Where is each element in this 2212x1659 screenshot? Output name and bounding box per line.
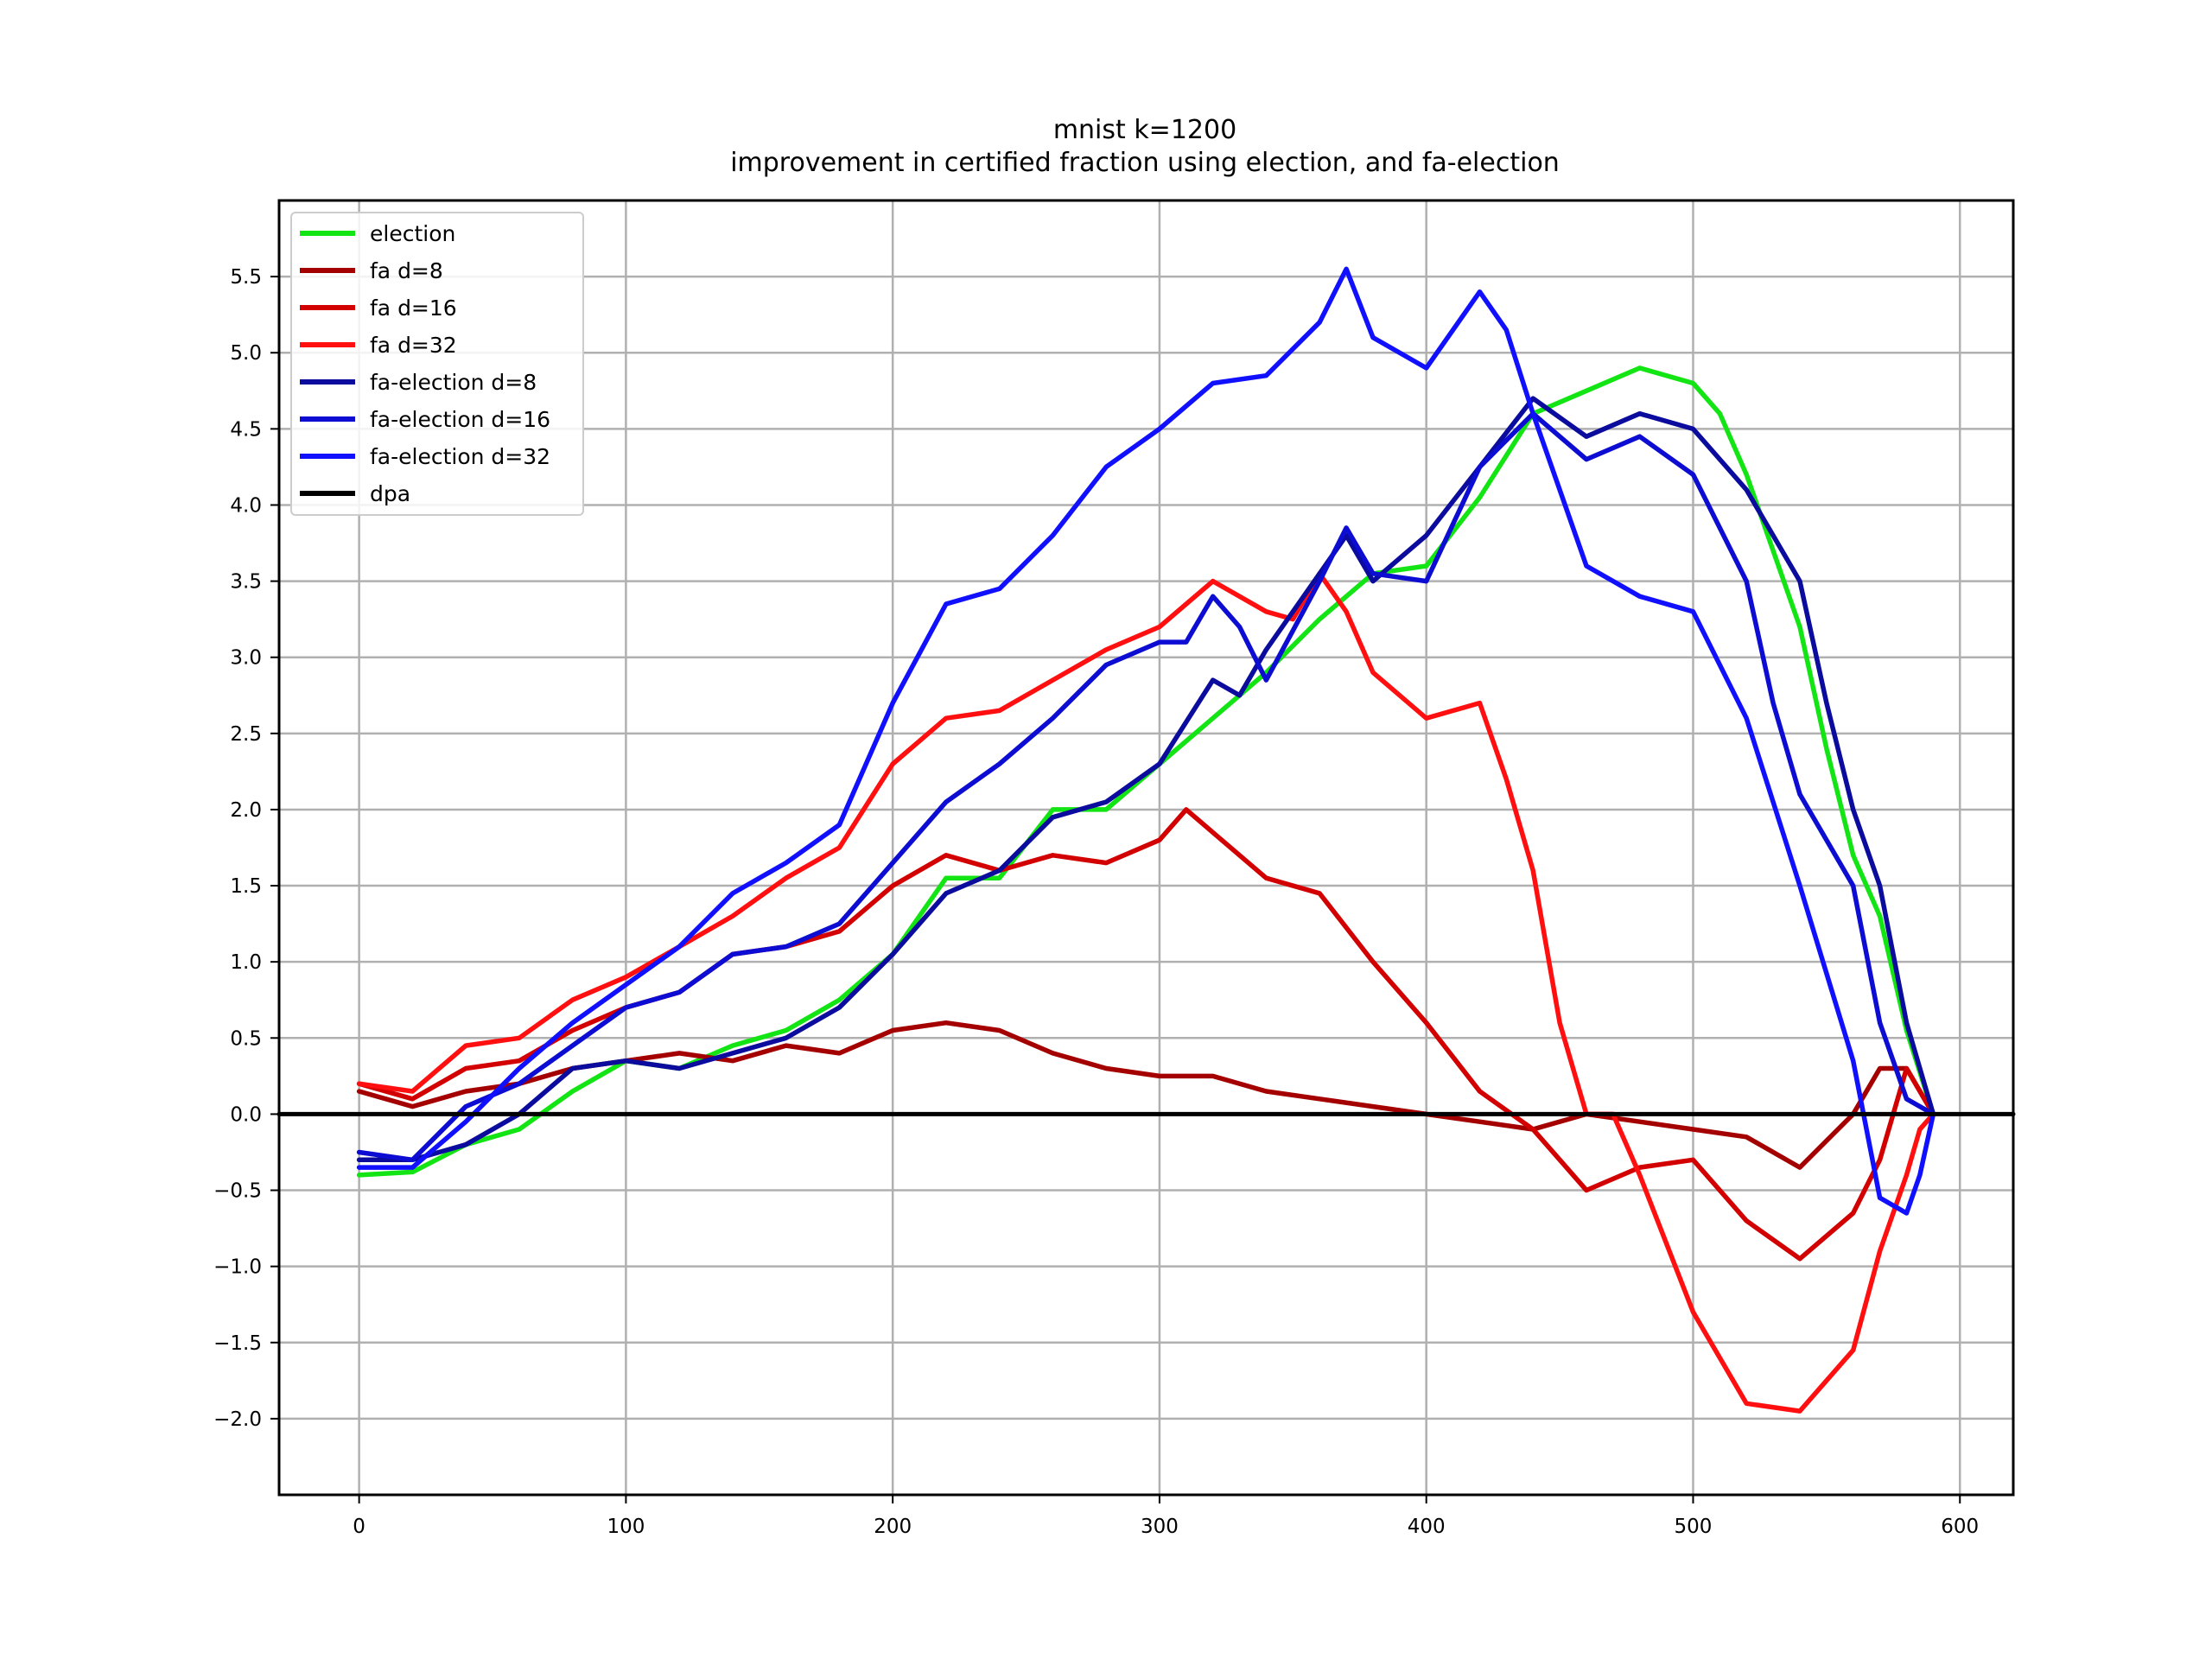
legend-items: election fa d=8 fa d=16 fa d=32 fa-election … — [300, 221, 550, 506]
y-tick-label: 2.5 — [230, 723, 262, 746]
x-tick-label: 100 — [607, 1516, 645, 1538]
chart-title: mnist k=1200 — [1053, 115, 1236, 145]
legend-label-fa-d-16: fa d=16 — [370, 296, 457, 321]
y-tick-label: 5.5 — [230, 266, 262, 289]
y-tick-label: −0.5 — [213, 1180, 262, 1203]
legend: election fa d=8 fa d=16 fa d=32 fa-election … — [290, 212, 584, 516]
plot-frame — [277, 199, 2015, 1497]
y-tick-label: 3.5 — [230, 571, 262, 594]
series-line-fa-election-d-16 — [356, 410, 1936, 1163]
legend-label-fa-election-d-16: fa-election d=16 — [370, 407, 550, 432]
x-tick-label: 600 — [1941, 1516, 1979, 1538]
y-tick-label: −1.5 — [213, 1332, 262, 1355]
legend-box — [290, 212, 584, 516]
legend-label-dpa: dpa — [370, 481, 410, 506]
y-tick-label: 2.0 — [230, 799, 262, 822]
legend-label-election: election — [370, 221, 455, 246]
legend-label-fa-d-32: fa d=32 — [370, 333, 457, 358]
y-tick-label: 0.0 — [230, 1103, 262, 1126]
x-tick-label: 300 — [1141, 1516, 1179, 1538]
y-tick-label: 5.0 — [230, 342, 262, 365]
y-tick-label: 0.5 — [230, 1027, 262, 1050]
series-line-fa-election-d-32 — [356, 266, 1936, 1216]
x-tick-label: 0 — [353, 1516, 365, 1538]
y-tick-label: 3.0 — [230, 647, 262, 670]
y-tick-label: 1.0 — [230, 951, 262, 974]
legend-label-fa-d-8: fa d=8 — [370, 258, 443, 283]
y-tick-label: 4.5 — [230, 418, 262, 441]
y-tick-label: 1.5 — [230, 875, 262, 898]
axis-ticks: 0 100 200 300 400 500 600 −2.0 −1.5 −1.0 −0.5 0.0 0.… — [213, 266, 1979, 1538]
legend-label-fa-election-d-32: fa-election d=32 — [370, 444, 550, 469]
legend-label-fa-election-d-8: fa-election d=8 — [370, 370, 537, 395]
y-tick-label: −1.0 — [213, 1256, 262, 1279]
series-line-fa-d-8 — [356, 1020, 1936, 1170]
x-tick-label: 200 — [874, 1516, 912, 1538]
series-line-fa-election-d-8 — [356, 396, 1936, 1163]
y-tick-label: 4.0 — [230, 494, 262, 517]
grid-lines — [279, 200, 2013, 1495]
series-lines — [276, 266, 2016, 1414]
y-tick-label: −2.0 — [213, 1408, 262, 1431]
chart-subtitle: improvement in certified fraction using … — [730, 148, 1560, 178]
x-tick-label: 500 — [1675, 1516, 1713, 1538]
x-tick-label: 400 — [1408, 1516, 1446, 1538]
